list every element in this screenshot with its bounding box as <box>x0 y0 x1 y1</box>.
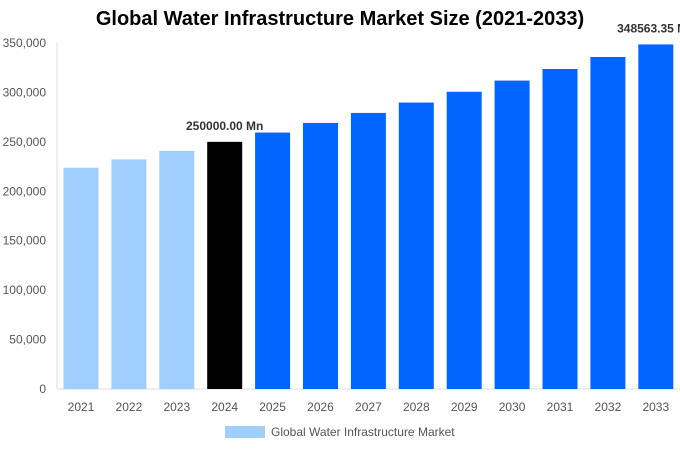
data-label-2024: 250000.00 Mn <box>186 119 263 133</box>
x-tick-label: 2028 <box>403 400 430 414</box>
bar-2024 <box>207 141 243 389</box>
x-tick-label: 2031 <box>547 400 574 414</box>
bar-2021 <box>63 167 99 389</box>
x-tick-label: 2024 <box>211 400 238 414</box>
bar-2033 <box>638 44 674 390</box>
bar-2032 <box>590 56 626 390</box>
bar-2027 <box>350 112 386 389</box>
x-tick-label: 2027 <box>355 400 382 414</box>
y-tick-label: 300,000 <box>3 85 47 99</box>
y-tick-label: 200,000 <box>3 184 47 198</box>
x-tick-label: 2022 <box>116 400 143 414</box>
y-tick-label: 100,000 <box>3 283 47 297</box>
legend-label: Global Water Infrastructure Market <box>271 425 455 439</box>
x-tick-label: 2032 <box>595 400 622 414</box>
y-tick-label: 0 <box>39 382 46 396</box>
bar-2025 <box>255 132 291 389</box>
bar-2028 <box>398 102 434 389</box>
y-tick-label: 50,000 <box>9 333 46 347</box>
bar-2029 <box>446 91 482 389</box>
y-tick-label: 150,000 <box>3 234 47 248</box>
x-tick-label: 2023 <box>163 400 190 414</box>
y-tick-label: 250,000 <box>3 135 47 149</box>
x-tick-label: 2030 <box>499 400 526 414</box>
x-tick-label: 2025 <box>259 400 286 414</box>
bar-2031 <box>542 68 578 390</box>
bar-2030 <box>494 80 530 390</box>
x-tick-label: 2021 <box>68 400 95 414</box>
bar-2022 <box>111 159 147 389</box>
x-tick-label: 2033 <box>642 400 669 414</box>
bar-2023 <box>159 150 195 389</box>
x-tick-label: 2029 <box>451 400 478 414</box>
y-tick-label: 350,000 <box>3 36 47 50</box>
legend[interactable]: Global Water Infrastructure Market <box>225 425 455 439</box>
data-label-2033: 348563.35 Mn <box>617 21 680 35</box>
x-tick-label: 2026 <box>307 400 334 414</box>
chart-title: Global Water Infrastructure Market Size … <box>95 8 585 30</box>
legend-swatch <box>225 426 265 438</box>
bar-2026 <box>303 122 338 390</box>
